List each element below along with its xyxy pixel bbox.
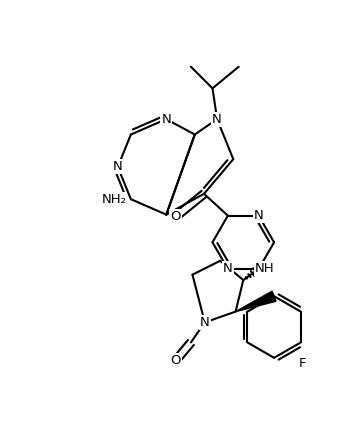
Text: N: N <box>113 160 122 173</box>
Text: NH: NH <box>255 262 275 275</box>
Polygon shape <box>236 291 276 312</box>
Text: N: N <box>223 262 233 276</box>
Text: F: F <box>299 357 306 370</box>
Text: N: N <box>200 316 210 329</box>
Text: N: N <box>254 209 264 222</box>
Text: NH₂: NH₂ <box>102 193 126 206</box>
Text: N: N <box>161 113 171 126</box>
Text: O: O <box>170 211 181 223</box>
Text: N: N <box>212 113 222 126</box>
Text: O: O <box>170 354 181 367</box>
